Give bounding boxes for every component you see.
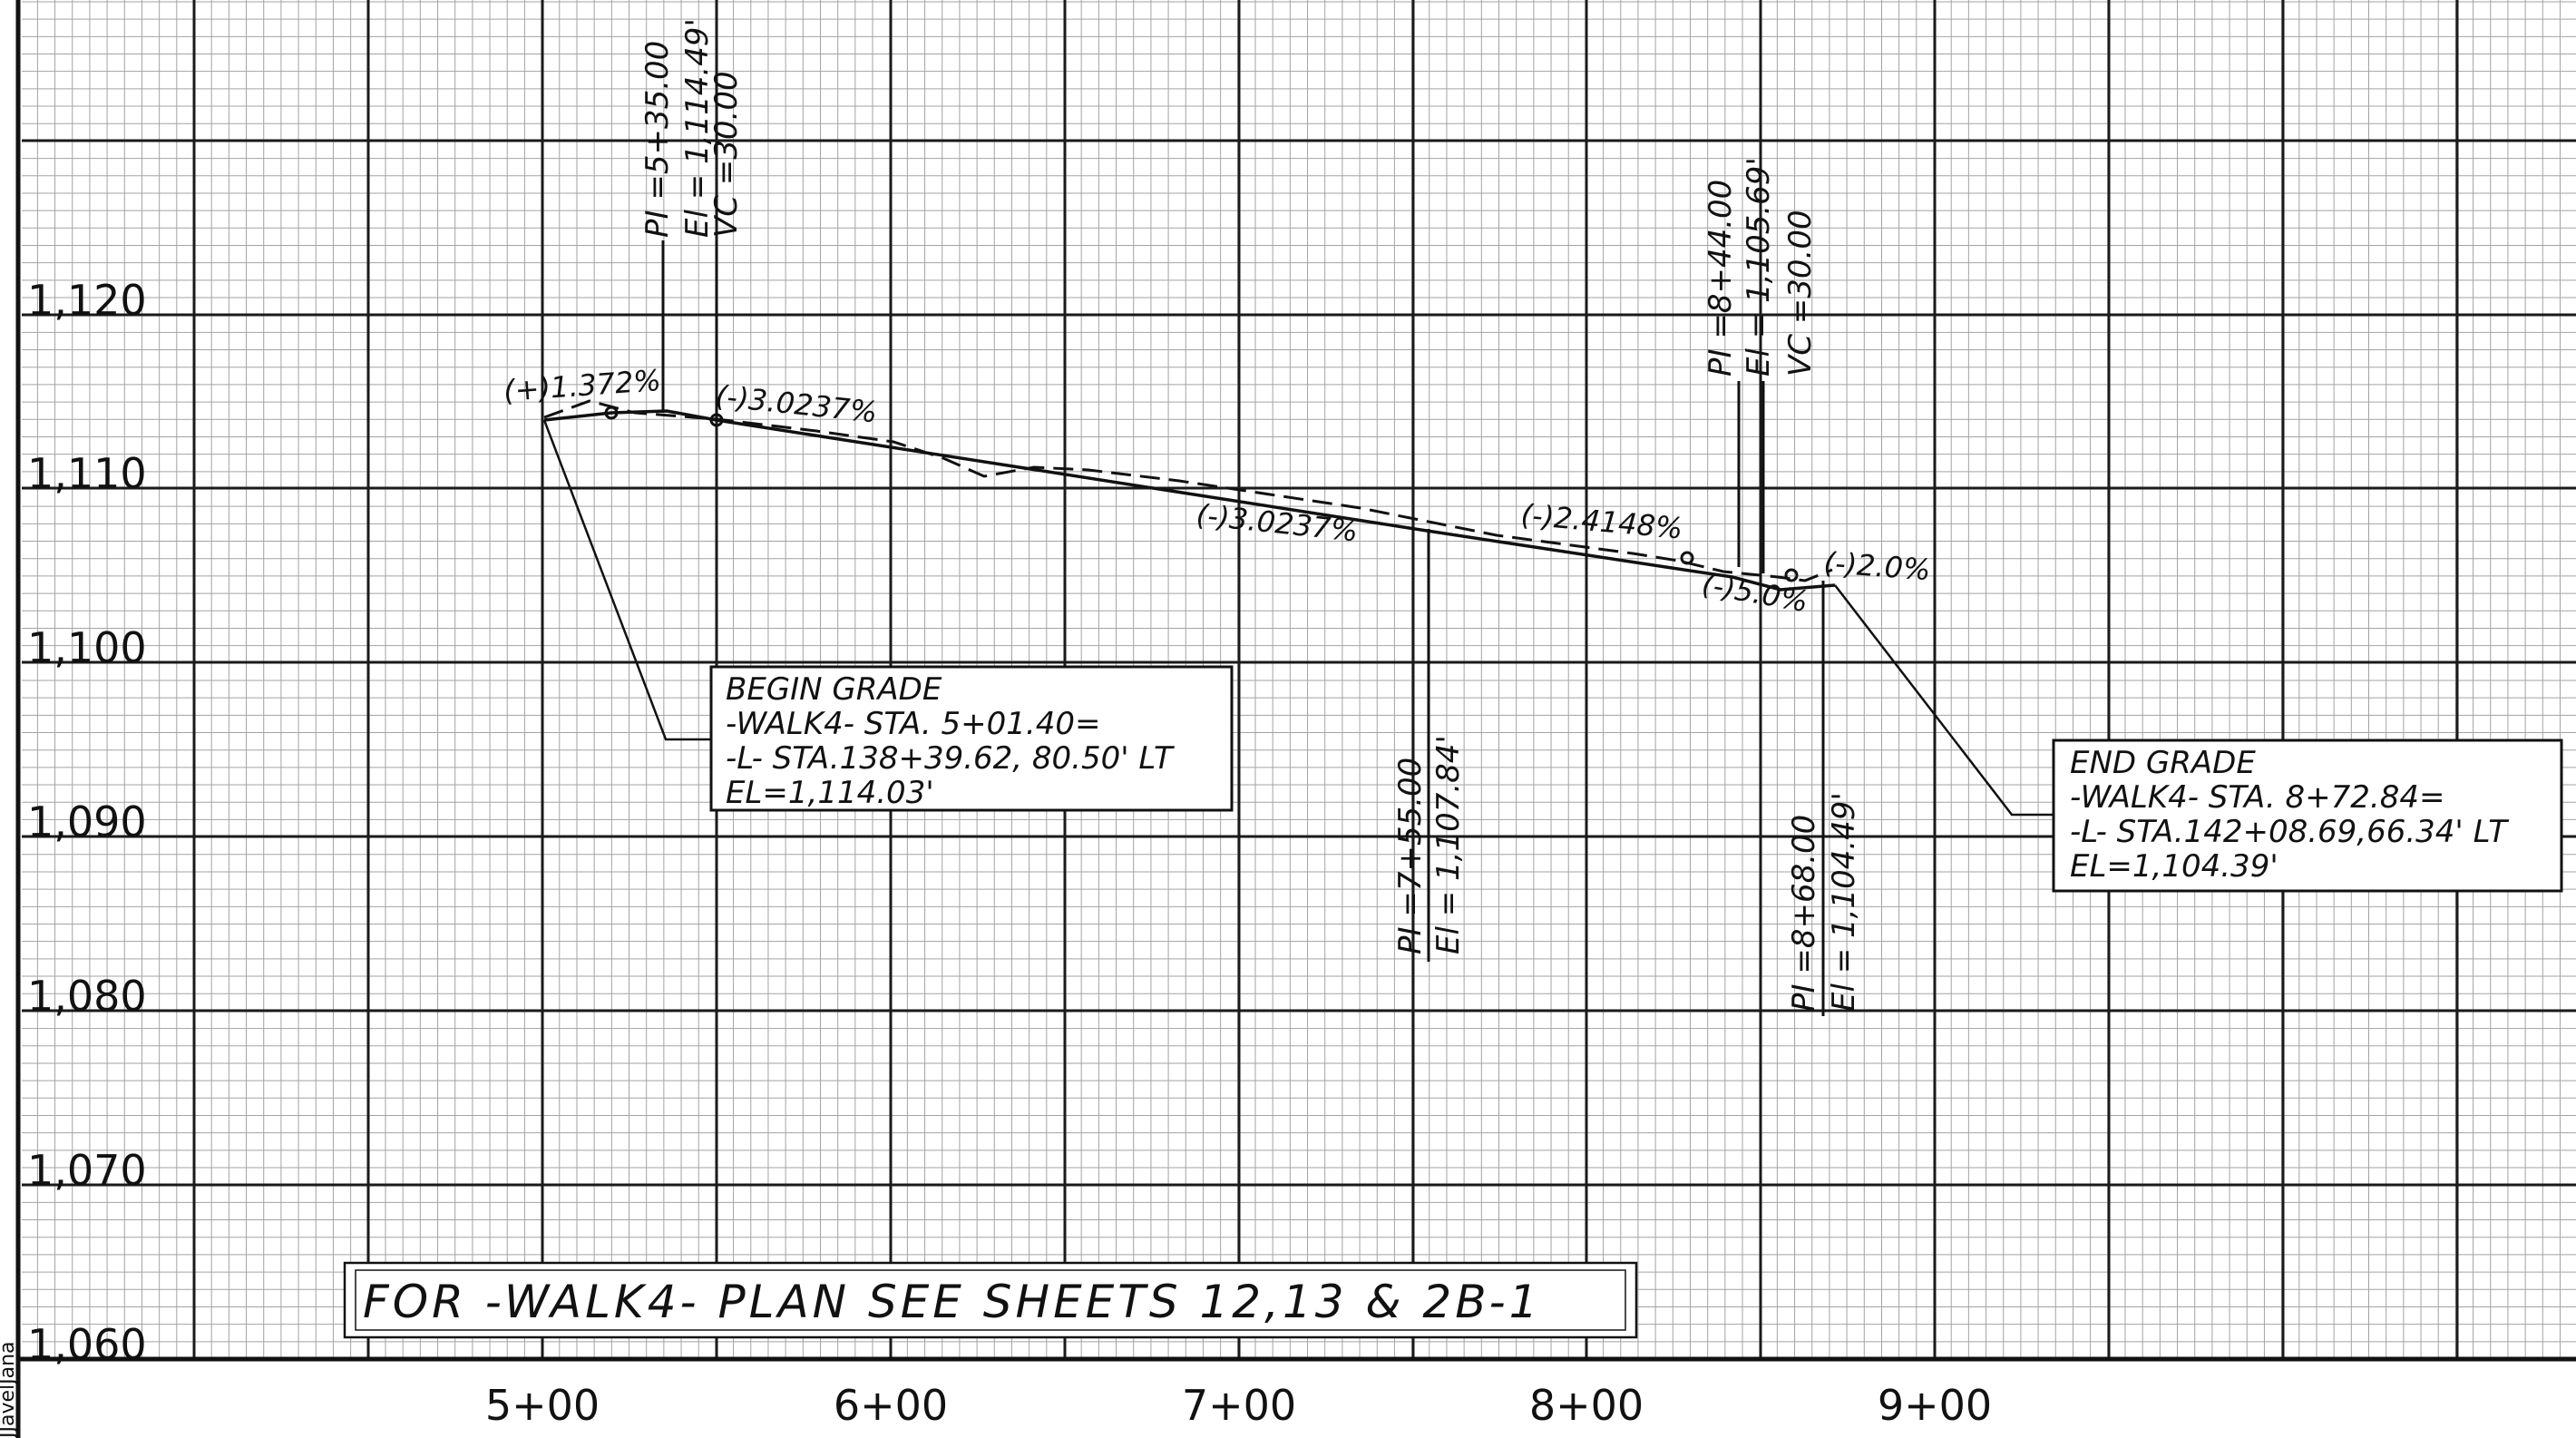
pvc-marker [1680,551,1694,565]
elevation-axis: 1,120 1,110 1,100 1,090 1,080 1,070 1,06… [27,276,147,1369]
end-grade-title: END GRADE [2070,745,2256,781]
station-label: 9+00 [1878,1381,1992,1430]
pvi3-vc-text: VC =30.00 [1782,210,1819,377]
pvt-marker [1784,568,1799,582]
pvi1-vc-text: VC =30.00 [708,71,745,238]
end-grade-walk-station: -WALK4- STA. 8+72.84= [2070,779,2444,816]
pvi4-station-text: PI =8+68.00 [1786,815,1822,1012]
pvi3-station-text: PI =8+44.00 [1703,180,1739,377]
elevation-label: 1,080 [27,972,147,1021]
grade-label: (-)2.0% [1822,545,1931,587]
elevation-label: 1,060 [27,1320,147,1369]
station-axis: 5+00 6+00 7+00 8+00 9+00 [485,1381,1992,1430]
elevation-label: 1,110 [27,449,147,498]
pvi1-elevation-text: El = 1,114.49' [679,18,716,238]
pvc-marker [604,406,619,420]
pvi2-station-text: PI =7+55.00 [1392,758,1429,954]
elevation-label: 1,090 [27,797,147,846]
elevation-label: 1,100 [27,623,147,672]
begin-grade-l-station: -L- STA.138+39.62, 80.50' LT [726,740,1175,777]
pvi3-elevation-text: El = 1,105.69' [1741,157,1777,377]
pvi1-station-text: PI =5+35.00 [639,41,676,238]
station-label: 8+00 [1529,1381,1644,1430]
begin-grade-leader [542,419,711,741]
begin-grade-title: BEGIN GRADE [726,671,942,708]
signature-text: JJavelJana [0,1341,19,1438]
end-grade-l-station: -L- STA.142+08.69,66.34' LT [2070,814,2509,850]
proposed-grade-line [543,409,1836,592]
end-grade-leader [1834,584,2054,817]
elevation-label: 1,120 [27,276,147,325]
begin-grade-elevation: EL=1,114.03' [726,775,934,811]
plan-note-text: FOR -WALK4- PLAN SEE SHEETS 12,13 & 2B-1 [363,1276,1541,1328]
begin-grade-walk-station: -WALK4- STA. 5+01.40= [726,706,1100,742]
station-label: 5+00 [485,1381,600,1430]
plan-note-box-outer [343,1261,1638,1339]
pvi2-elevation-text: El = 1,107.84' [1430,735,1467,954]
begin-grade-box [709,665,1234,812]
plan-note-box-inner [355,1269,1626,1331]
station-label: 7+00 [1182,1381,1296,1430]
pvi4-elevation-text: El = 1,104.49' [1826,792,1862,1012]
end-grade-box [2052,739,2563,893]
elevation-label: 1,070 [27,1146,147,1195]
end-grade-elevation: EL=1,104.39' [2070,848,2278,885]
station-label: 6+00 [834,1381,948,1430]
